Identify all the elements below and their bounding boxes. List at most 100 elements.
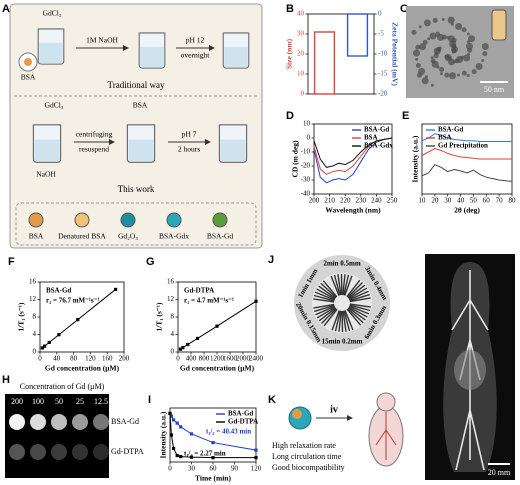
y-tick-label: 16 <box>29 278 37 286</box>
y-tick-label: 4 <box>33 330 37 338</box>
legend-label: Gd₂O₃ <box>118 232 138 241</box>
reagent: BSA <box>21 73 36 82</box>
panel-label: F <box>8 256 15 268</box>
phantom-well <box>51 444 67 460</box>
tem-particle <box>411 29 417 35</box>
tem-particle <box>430 83 434 87</box>
x-tick-label: 0 <box>176 355 180 363</box>
spoke <box>348 307 366 321</box>
x-axis-label: 2θ (deg) <box>454 206 480 215</box>
tem-particle <box>475 63 483 71</box>
spoke <box>347 284 366 299</box>
nanoparticle-core <box>292 409 302 419</box>
y2-tick-label: -15 <box>378 70 388 78</box>
line <box>421 133 512 142</box>
panel-label: K <box>268 394 276 406</box>
marker <box>169 414 174 418</box>
tem-particle <box>449 40 457 48</box>
x-tick-label: 800 <box>199 355 210 363</box>
feature: Good biocompatibility <box>272 463 345 472</box>
y2-axis-label: Zeta Potential (mV) <box>390 22 399 86</box>
tem-particle <box>461 27 467 33</box>
row-label: BSA-Gd <box>111 417 139 426</box>
tem-particle <box>413 49 421 57</box>
x-tick-label: 220 <box>340 197 351 205</box>
tem-particle <box>468 35 476 43</box>
y-tick-label: 0 <box>307 134 311 142</box>
marker <box>189 455 194 459</box>
y-tick-label: 4 <box>171 330 175 338</box>
x-tick-label: 1200 <box>210 355 225 363</box>
concentration-label: 25 <box>76 397 84 406</box>
spoke <box>348 287 368 300</box>
spoke <box>343 310 351 332</box>
tem-particle <box>427 37 431 41</box>
x-axis-label: Gd concentration (μM) <box>45 364 120 373</box>
tem-particle <box>421 77 429 85</box>
spoke <box>334 310 341 332</box>
spoke <box>348 306 368 318</box>
panel-label: G <box>146 256 155 268</box>
phantom-title: Concentration of Gd (μM) <box>20 382 105 391</box>
marker <box>254 299 258 303</box>
tem-particle <box>430 56 434 60</box>
spoke <box>316 288 336 300</box>
tem-particle <box>418 25 422 29</box>
y-tick-label: 30 <box>297 30 305 38</box>
x-tick-label: 160 <box>102 355 113 363</box>
marker <box>171 418 176 422</box>
x-tick-label: 2000 <box>236 355 251 363</box>
x-tick-label: 200 <box>309 197 320 205</box>
legend-label: BSA <box>364 134 378 142</box>
legend-label: BSA-Gdx <box>159 232 189 241</box>
y-tick-label: 20 <box>297 50 305 58</box>
marker <box>175 453 179 458</box>
x-tick-label: 230 <box>356 197 367 205</box>
beaker <box>32 124 62 163</box>
feature: High relaxation rate <box>272 441 336 450</box>
step-label: pH 12 <box>186 36 205 45</box>
annotation: r₁ = 76.7 mM⁻¹s⁻¹ <box>46 297 99 305</box>
line <box>313 137 393 184</box>
x-axis-label: Gd concentration (μM) <box>180 364 255 373</box>
tem-particle <box>466 73 470 77</box>
spoke <box>347 307 364 324</box>
tem-particle <box>466 32 470 36</box>
phantom-well <box>30 414 46 430</box>
panel-label: I <box>148 394 151 406</box>
marker <box>181 346 185 350</box>
marker <box>57 333 61 337</box>
marker <box>179 425 183 429</box>
spoke <box>314 291 335 301</box>
spoke <box>322 280 338 298</box>
tem-particle <box>415 57 419 61</box>
x-tick-label: 250 <box>387 197 398 205</box>
step-label: 2 hours <box>178 145 200 154</box>
phantom-image <box>5 394 109 478</box>
spoke <box>313 298 335 303</box>
marker <box>178 347 183 351</box>
spoke <box>314 304 335 313</box>
x-tick-label: 210 <box>324 197 335 205</box>
concentration-label: 200 <box>11 397 23 406</box>
line <box>421 147 512 160</box>
spoke <box>318 285 336 299</box>
spoke <box>320 282 337 299</box>
legend-label: BSA-Gd <box>438 126 463 134</box>
mouse-head <box>376 392 396 412</box>
spoke <box>346 279 361 298</box>
tem-particle <box>424 75 428 79</box>
reagent: GdCl₃ <box>45 101 64 110</box>
y-axis-label: 1/T₁ (s⁻¹) <box>155 302 164 332</box>
tem-particle <box>471 69 477 75</box>
route-title: This work <box>118 184 155 194</box>
vessels <box>375 412 397 460</box>
annotation: t₁/₂ = 40.43 min <box>206 428 251 436</box>
panel-label: C <box>400 3 408 15</box>
annotation: Gd-DTPA <box>184 287 214 295</box>
legend-icon <box>120 212 136 228</box>
legend-label: Denatured BSA <box>58 232 106 241</box>
x-tick-label: 30 <box>444 197 452 205</box>
x-tick-label: 20 <box>431 197 439 205</box>
